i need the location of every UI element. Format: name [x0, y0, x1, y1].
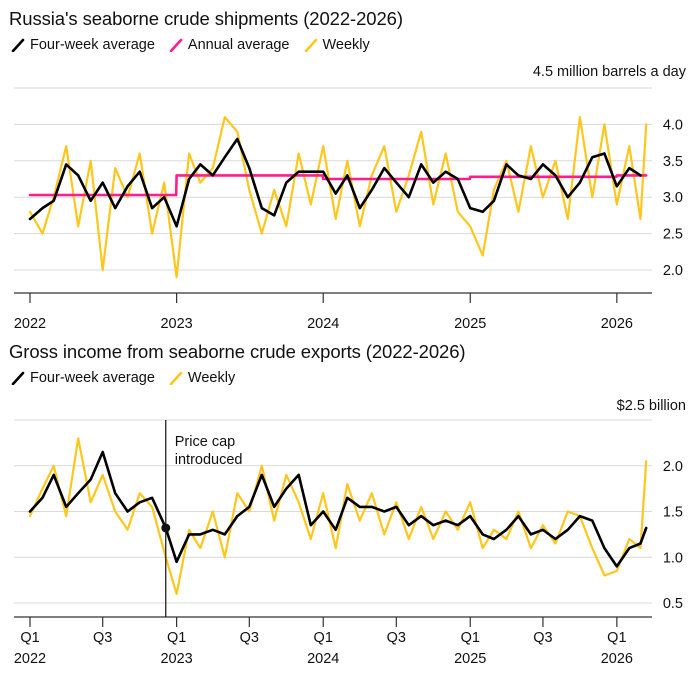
series-line-four-week-average [28, 450, 648, 568]
legend-label-weekly: Weekly [322, 37, 370, 53]
x-tick-label: 2024 [307, 316, 339, 332]
legend-swatch-weekly-2-icon [169, 371, 183, 385]
y-tick-label: 3.5 [663, 154, 683, 170]
chart1-legend: Four-week average Annual average Weekly [11, 37, 384, 53]
series-line-weekly [28, 437, 648, 596]
chart2-legend: Four-week average Weekly [11, 370, 249, 386]
y-tick-label: 0.5 [663, 596, 683, 612]
y-tick-label: 2.0 [663, 263, 683, 279]
price-cap-annotation: Price cap [175, 434, 235, 450]
y-tick-label: 3.0 [663, 190, 683, 206]
chart1-unit-label: 4.5 million barrels a day [532, 64, 686, 80]
legend-item-weekly: Weekly [304, 37, 370, 53]
legend-item-four-week: Four-week average [11, 37, 155, 53]
y-tick-label: 4.0 [663, 117, 683, 133]
x-tick-label: 2026 [601, 316, 633, 332]
legend-item-weekly-2: Weekly [169, 370, 235, 386]
legend-swatch-weekly-icon [304, 38, 317, 52]
legend-item-annual: Annual average [169, 37, 290, 53]
legend-label-four-week: Four-week average [30, 37, 155, 53]
legend-swatch-four-week-icon [11, 38, 25, 52]
x-tick-quarter-label: Q3 [93, 630, 112, 646]
chart2-unit-label: $2.5 billion [616, 398, 686, 414]
x-tick-quarter-label: Q1 [461, 630, 480, 646]
legend-label-four-week-2: Four-week average [30, 370, 155, 386]
price-cap-annotation: introduced [175, 452, 243, 468]
series-line-four-week-average [28, 137, 642, 228]
price-cap-marker [161, 523, 171, 533]
series-line-annual-average [28, 174, 648, 197]
x-tick-quarter-label: Q1 [20, 630, 39, 646]
x-tick-quarter-label: Q3 [533, 630, 552, 646]
series-line-weekly [28, 115, 648, 279]
x-tick-quarter-label: Q3 [387, 630, 406, 646]
legend-label-annual: Annual average [187, 37, 290, 53]
chart2-title: Gross income from seaborne crude exports… [9, 341, 466, 362]
legend-swatch-annual-icon [169, 38, 183, 52]
y-tick-label: 2.0 [663, 459, 683, 475]
y-tick-label: 1.0 [663, 550, 683, 566]
legend-swatch-four-week-2-icon [11, 371, 25, 385]
x-tick-year-label: 2025 [454, 651, 486, 667]
y-tick-label: 1.5 [663, 505, 683, 521]
x-tick-year-label: 2022 [14, 651, 46, 667]
x-tick-year-label: 2026 [601, 651, 633, 667]
x-tick-quarter-label: Q1 [167, 630, 186, 646]
x-tick-label: 2025 [454, 316, 486, 332]
x-tick-label: 2022 [14, 316, 46, 332]
chart1-plot: 2.0 2.5 3.0 3.5 4.0 2022 2023 2024 2025 2026 [14, 87, 683, 332]
y-tick-label: 2.5 [663, 227, 683, 243]
x-tick-quarter-label: Q1 [314, 630, 333, 646]
chart1-title: Russia's seaborne crude shipments (2022-… [9, 8, 403, 29]
legend-item-four-week-2: Four-week average [11, 370, 155, 386]
x-tick-label: 2023 [160, 316, 192, 332]
legend-label-weekly-2: Weekly [187, 370, 236, 386]
x-tick-year-label: 2024 [307, 651, 339, 667]
x-tick-quarter-label: Q3 [240, 630, 259, 646]
x-tick-year-label: 2023 [160, 651, 192, 667]
x-tick-quarter-label: Q1 [607, 630, 626, 646]
